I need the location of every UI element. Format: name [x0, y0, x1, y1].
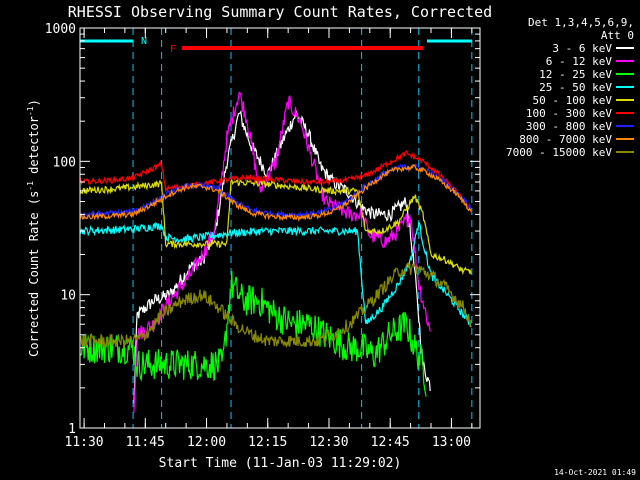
- y-tick-label: 1000: [45, 22, 76, 37]
- y-tick-label: 10: [60, 289, 76, 304]
- plot-frame: [79, 27, 481, 429]
- legend-header-line-2: Att 0: [601, 29, 634, 42]
- y-axis-label-main: Corrected Count Rate (s: [27, 191, 41, 357]
- series-line-3: [79, 270, 427, 397]
- legend-label: 6 - 12 keV: [546, 55, 613, 68]
- series-line-9: [79, 261, 472, 348]
- series-line-5: [79, 178, 472, 276]
- legend-label: 12 - 25 keV: [539, 68, 612, 81]
- legend-label: 3 - 6 keV: [552, 42, 612, 55]
- y-axis-label-post: ): [27, 99, 41, 106]
- legend-label: 100 - 300 keV: [526, 107, 612, 120]
- y-axis-label-mid: detector: [27, 116, 41, 181]
- series-line-2: [133, 91, 431, 413]
- flare-label: F: [170, 44, 176, 55]
- x-tick-label: 11:30: [65, 435, 104, 450]
- legend-label: 7000 - 15000 keV: [506, 146, 612, 159]
- series-line-8: [79, 163, 472, 222]
- y-tick-label: 100: [53, 155, 76, 170]
- legend-label: 300 - 800 keV: [526, 120, 612, 133]
- y-axis-label-sup1: -1: [26, 181, 35, 191]
- series-layer: [79, 91, 472, 413]
- legend-header-line-1: Det 1,3,4,5,6,9,: [528, 16, 634, 29]
- legend-label: 25 - 50 keV: [539, 81, 612, 94]
- x-tick-label: 12:00: [187, 435, 226, 450]
- series-line-6: [79, 150, 472, 213]
- x-tick-label: 13:00: [432, 435, 471, 450]
- x-axis: 11:30 11:45 12:00 12:15 12:30 12:45 13:00: [65, 28, 473, 450]
- x-tick-label: 11:45: [126, 435, 165, 450]
- timestamp: 14-Oct-2021 01:49: [554, 468, 636, 477]
- y-axis-label-sup2: -1: [26, 106, 35, 116]
- night-label: N: [141, 36, 147, 47]
- x-axis-label: Start Time (11-Jan-03 11:29:02): [159, 456, 402, 471]
- legend-label: 50 - 100 keV: [533, 94, 613, 107]
- chart-title: RHESSI Observing Summary Count Rates, Co…: [68, 3, 492, 21]
- series-line-1: [133, 110, 431, 404]
- y-axis: 1000 100 10 1: [45, 22, 480, 437]
- x-tick-label: 12:45: [371, 435, 410, 450]
- x-tick-label: 12:30: [309, 435, 348, 450]
- y-axis-label: Corrected Count Rate (s-1 detector-1): [26, 99, 41, 357]
- y-tick-label: 1: [68, 422, 76, 437]
- series-line-7: [79, 163, 472, 220]
- legend-label: 800 - 7000 keV: [519, 133, 612, 146]
- x-tick-label: 12:15: [248, 435, 287, 450]
